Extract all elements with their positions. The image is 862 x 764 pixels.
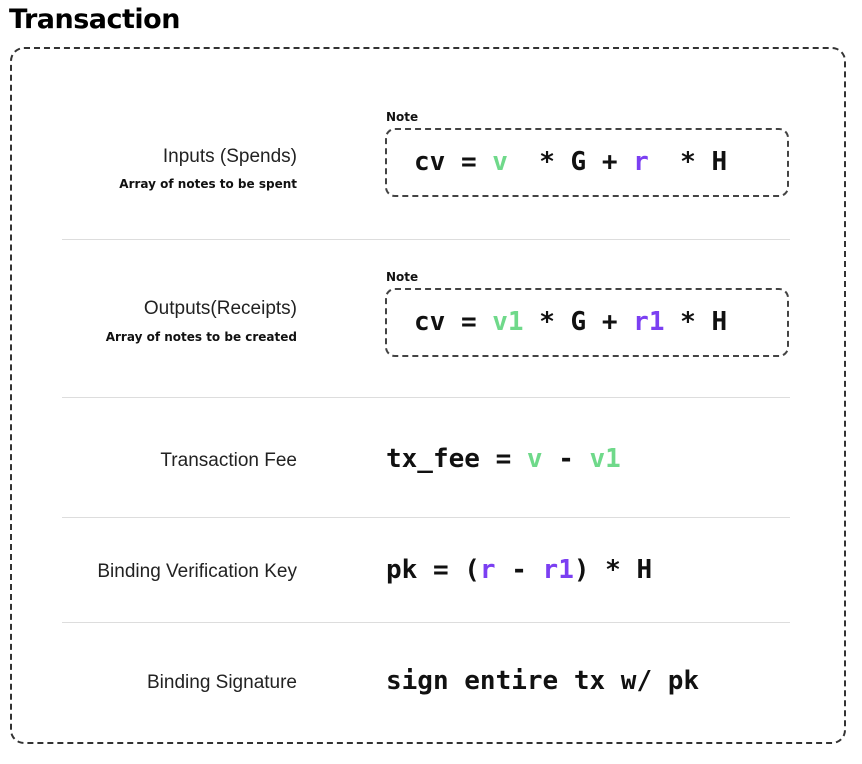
formula-text: cv = — [414, 307, 493, 337]
inputs-note-tag: Note — [386, 110, 419, 124]
formula-text: ) * H — [573, 555, 653, 585]
formula-text: * H — [648, 147, 728, 177]
page-title: Transaction — [9, 4, 180, 35]
inputs-formula: cv = v * G + r * H — [414, 147, 727, 177]
formula-text: - — [495, 555, 543, 585]
formula-text: * G + — [507, 147, 634, 177]
fee-label: Transaction Fee — [160, 450, 297, 471]
divider — [62, 397, 790, 398]
formula-text: * G + — [523, 307, 634, 337]
outputs-formula: cv = v1 * G + r1 * H — [414, 307, 727, 337]
binding-signature-formula: sign entire tx w/ pk — [386, 666, 699, 696]
value-term: v1 — [492, 307, 524, 337]
binding-signature-label: Binding Signature — [147, 672, 297, 693]
outputs-note-tag: Note — [386, 270, 419, 284]
inputs-label: Inputs (Spends) — [162, 146, 297, 167]
value-term: v1 — [589, 444, 621, 474]
formula-text: tx_fee = — [386, 444, 527, 474]
randomness-term: r — [633, 147, 649, 177]
value-term: v — [492, 147, 508, 177]
divider — [62, 622, 790, 623]
inputs-sublabel: Array of notes to be spent — [119, 177, 297, 191]
transaction-container — [10, 47, 846, 744]
value-term: v — [526, 444, 543, 474]
randomness-term: r — [479, 555, 496, 585]
randomness-term: r1 — [633, 307, 665, 337]
outputs-label: Outputs(Receipts) — [143, 298, 297, 319]
inputs-note-box — [385, 128, 789, 197]
randomness-term: r1 — [542, 555, 574, 585]
outputs-note-box — [385, 288, 789, 357]
outputs-sublabel: Array of notes to be created — [105, 330, 297, 344]
binding-key-label: Binding Verification Key — [97, 561, 297, 582]
formula-text: pk = ( — [386, 555, 480, 585]
formula-text: sign entire tx w/ pk — [386, 666, 700, 696]
formula-text: * H — [664, 307, 728, 337]
fee-formula: tx_fee = v - v1 — [386, 444, 621, 474]
formula-text: cv = — [414, 147, 493, 177]
binding-key-formula: pk = (r - r1) * H — [386, 555, 652, 585]
divider — [62, 239, 790, 240]
formula-text: - — [542, 444, 590, 474]
divider — [62, 517, 790, 518]
